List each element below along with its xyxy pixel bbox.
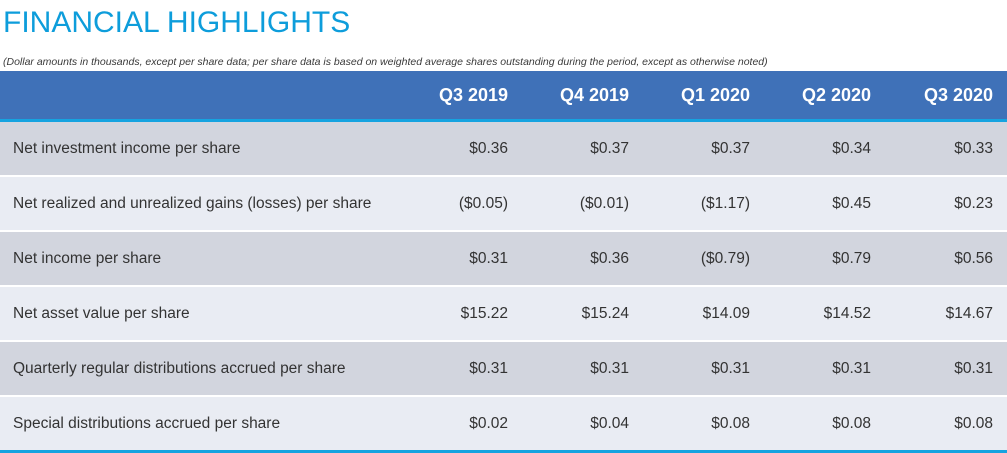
table-cell: $0.45	[832, 195, 871, 212]
table-cell: $15.24	[581, 305, 629, 322]
table-cell: $0.31	[954, 360, 993, 377]
table-cell: $0.31	[711, 360, 750, 377]
table-cell: $0.08	[954, 415, 993, 432]
row-label: Net realized and unrealized gains (losse…	[13, 195, 372, 212]
table-cell: ($0.01)	[579, 195, 629, 212]
table-cell: $0.31	[832, 360, 871, 377]
column-header-q4-2019: Q4 2019	[559, 85, 629, 105]
table-cell: $0.31	[469, 250, 508, 267]
column-header-q3-2019: Q3 2019	[438, 85, 508, 105]
table-cell: $14.09	[702, 305, 750, 322]
table-cell: $0.08	[711, 415, 750, 432]
column-header-q2-2020: Q2 2020	[801, 85, 871, 105]
row-label: Net asset value per share	[13, 305, 190, 322]
financial-highlights-table: Q3 2019 Q4 2019 Q1 2020 Q2 2020 Q3 2020 …	[0, 71, 1007, 453]
table-cell: $0.04	[590, 415, 629, 432]
table-row: Net asset value per share $15.22 $15.24 …	[0, 287, 1007, 342]
table-cell: $15.22	[460, 305, 508, 322]
column-header-q1-2020: Q1 2020	[680, 85, 750, 105]
table-cell: $0.79	[832, 250, 871, 267]
table-row: Net income per share $0.31 $0.36 ($0.79)…	[0, 232, 1007, 287]
table-row: Net realized and unrealized gains (losse…	[0, 177, 1007, 232]
table-cell: ($0.79)	[700, 250, 750, 267]
table-row: Special distributions accrued per share …	[0, 397, 1007, 453]
table-cell: $0.37	[711, 140, 750, 157]
table-cell: $0.36	[469, 140, 508, 157]
row-label: Net investment income per share	[13, 140, 241, 157]
table-cell: $0.31	[590, 360, 629, 377]
page-title: FINANCIAL HIGHLIGHTS	[3, 6, 351, 39]
table-row: Net investment income per share $0.36 $0…	[0, 122, 1007, 177]
column-header-q3-2020: Q3 2020	[923, 85, 993, 105]
table-cell: $0.37	[590, 140, 629, 157]
row-label: Special distributions accrued per share	[13, 415, 281, 432]
table-note: (Dollar amounts in thousands, except per…	[3, 56, 768, 68]
table-cell: $0.34	[832, 140, 871, 157]
table-cell: $0.31	[469, 360, 508, 377]
table-header-row: Q3 2019 Q4 2019 Q1 2020 Q2 2020 Q3 2020	[0, 71, 1007, 122]
table-cell: $0.56	[954, 250, 993, 267]
table-cell: $0.02	[469, 415, 508, 432]
table-cell: $0.36	[590, 250, 629, 267]
table-cell: $14.52	[823, 305, 871, 322]
table-cell: $0.08	[832, 415, 871, 432]
table-row: Quarterly regular distributions accrued …	[0, 342, 1007, 397]
table-cell: $0.23	[954, 195, 993, 212]
table-cell: ($1.17)	[700, 195, 750, 212]
row-label: Net income per share	[13, 250, 162, 267]
table-cell: $14.67	[945, 305, 993, 322]
table-cell: $0.33	[954, 140, 993, 157]
row-label: Quarterly regular distributions accrued …	[13, 360, 346, 377]
table-cell: ($0.05)	[458, 195, 508, 212]
